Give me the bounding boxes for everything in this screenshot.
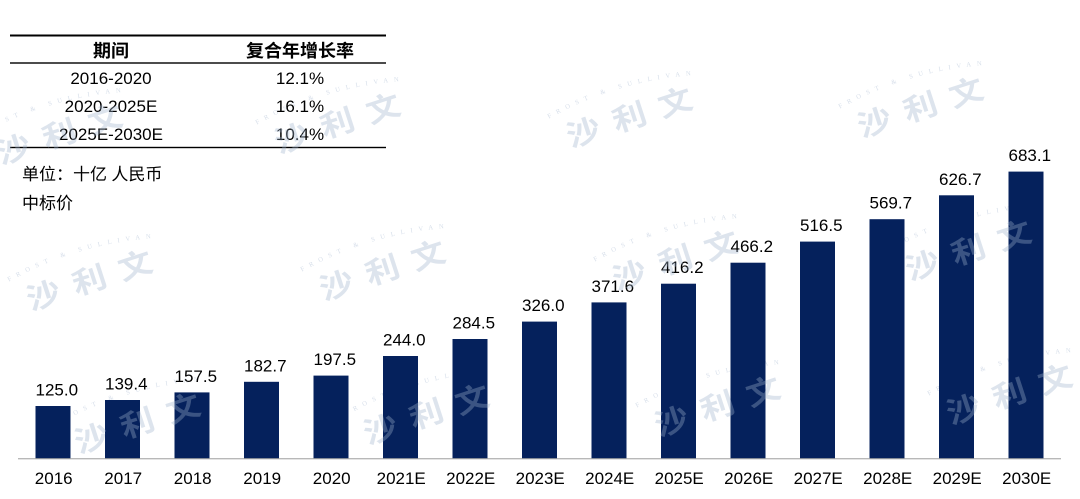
svg-text:244.0: 244.0 bbox=[383, 331, 426, 350]
svg-text:2016-2020: 2016-2020 bbox=[70, 69, 151, 88]
svg-text:626.7: 626.7 bbox=[939, 170, 982, 189]
svg-text:2018: 2018 bbox=[174, 469, 212, 488]
svg-text:2026E: 2026E bbox=[724, 469, 773, 488]
svg-text:2017: 2017 bbox=[104, 469, 142, 488]
svg-text:2016: 2016 bbox=[35, 469, 73, 488]
svg-text:2030E: 2030E bbox=[1002, 469, 1051, 488]
svg-text:326.0: 326.0 bbox=[522, 296, 565, 315]
svg-text:466.2: 466.2 bbox=[731, 237, 774, 256]
svg-text:2022E: 2022E bbox=[446, 469, 495, 488]
svg-text:516.5: 516.5 bbox=[800, 216, 843, 235]
svg-text:2020-2025E: 2020-2025E bbox=[65, 97, 158, 116]
svg-text:2028E: 2028E bbox=[863, 469, 912, 488]
svg-text:12.1%: 12.1% bbox=[276, 69, 324, 88]
svg-text:683.1: 683.1 bbox=[1009, 146, 1052, 165]
svg-text:2019: 2019 bbox=[243, 469, 281, 488]
svg-text:157.5: 157.5 bbox=[175, 367, 218, 386]
svg-text:2023E: 2023E bbox=[516, 469, 565, 488]
svg-text:2021E: 2021E bbox=[377, 469, 426, 488]
svg-text:2027E: 2027E bbox=[794, 469, 843, 488]
svg-text:139.4: 139.4 bbox=[105, 375, 148, 394]
svg-text:2024E: 2024E bbox=[585, 469, 634, 488]
svg-text:2020: 2020 bbox=[313, 469, 351, 488]
svg-text:182.7: 182.7 bbox=[244, 356, 287, 375]
svg-text:2025E: 2025E bbox=[655, 469, 704, 488]
svg-text:2025E-2030E: 2025E-2030E bbox=[59, 125, 163, 144]
svg-text:569.7: 569.7 bbox=[870, 194, 913, 213]
svg-text:125.0: 125.0 bbox=[36, 381, 79, 400]
svg-text:197.5: 197.5 bbox=[314, 350, 357, 369]
svg-text:284.5: 284.5 bbox=[453, 314, 496, 333]
svg-text:2029E: 2029E bbox=[933, 469, 982, 488]
svg-text:16.1%: 16.1% bbox=[276, 97, 324, 116]
